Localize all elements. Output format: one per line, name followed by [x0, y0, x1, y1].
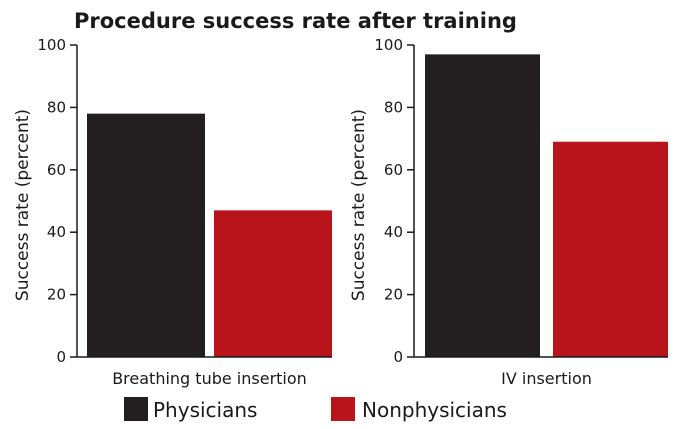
- y-axis-title: Success rate (percent): [349, 109, 369, 301]
- y-tick-label: 60: [384, 161, 403, 179]
- legend-swatch-nonphysicians: [331, 397, 355, 421]
- y-tick-label: 40: [384, 223, 403, 241]
- category-label: IV insertion: [501, 369, 592, 388]
- panel-2: 0 20 40 60 80 100 Success rate (percent) IV ins…: [349, 36, 668, 388]
- panel-1: 0 20 40 60 80 100 Success rate (percent) Breath…: [13, 36, 332, 388]
- legend: Physicians Nonphysicians: [124, 397, 507, 422]
- bar-nonphysicians: [214, 210, 332, 357]
- bar-physicians: [87, 113, 205, 357]
- y-tick-label: 40: [47, 223, 66, 241]
- y-tick-label: 100: [374, 36, 403, 54]
- y-tick-label: 80: [384, 98, 403, 116]
- chart-panels: 0 20 40 60 80 100 Success rate (percent) Breath…: [13, 36, 668, 388]
- legend-swatch-physicians: [124, 397, 148, 421]
- y-tick-label: 0: [393, 348, 403, 366]
- y-tick-label: 60: [47, 161, 66, 179]
- y-tick-label: 100: [37, 36, 66, 54]
- y-tick-label: 0: [56, 348, 66, 366]
- y-tick-label: 80: [47, 98, 66, 116]
- y-axis-title: Success rate (percent): [13, 109, 33, 301]
- category-label: Breathing tube insertion: [112, 369, 307, 388]
- y-tick-label: 20: [384, 286, 403, 304]
- bar-nonphysicians: [553, 141, 668, 357]
- bar-physicians: [425, 54, 540, 358]
- legend-label-physicians: Physicians: [153, 398, 257, 422]
- chart-title: Procedure success rate after training: [74, 9, 517, 33]
- legend-label-nonphysicians: Nonphysicians: [362, 398, 507, 422]
- y-tick-label: 20: [47, 286, 66, 304]
